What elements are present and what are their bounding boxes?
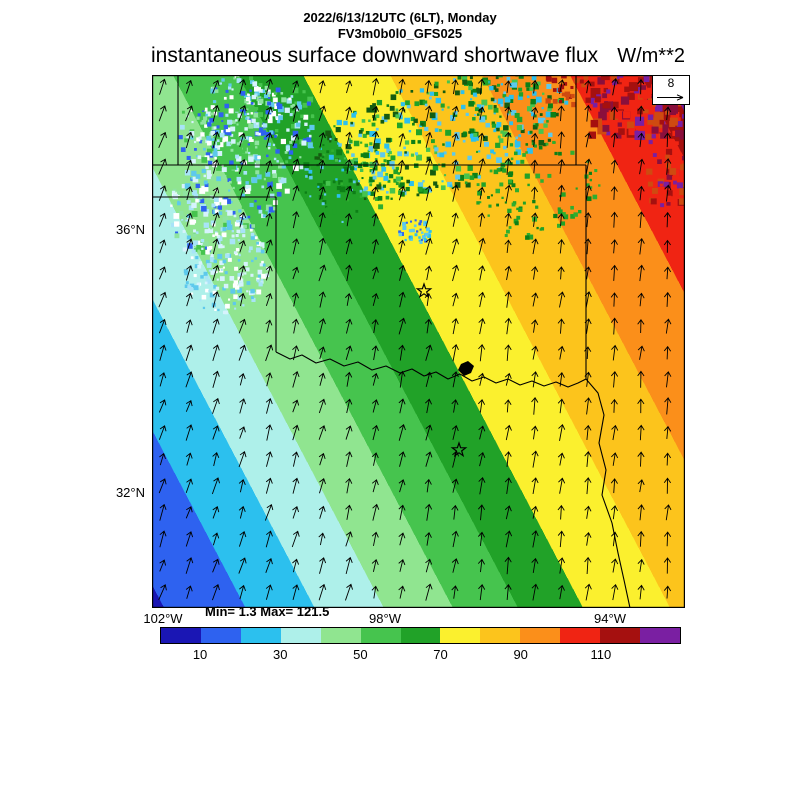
- colorbar-segment: [320, 628, 361, 643]
- model-name: FV3m0b0l0_GFS025: [337, 26, 463, 41]
- colorbar-segment: [520, 628, 561, 643]
- colorbar-tick-label: 10: [192, 647, 208, 662]
- reference-arrow-icon: [657, 94, 684, 101]
- colorbar-tick-label: 50: [353, 647, 368, 662]
- colorbar: [160, 627, 681, 644]
- flux-map: [152, 75, 685, 608]
- colorbar-segment: [480, 628, 521, 643]
- colorbar-segment: [640, 628, 680, 643]
- lat-label-32n: 32°N: [115, 485, 145, 500]
- colorbar-segment: [360, 628, 401, 643]
- colorbar-tick-label: 90: [513, 647, 528, 662]
- colorbar-tick-label: 70: [433, 647, 448, 662]
- units-label: W/m**2: [617, 45, 685, 67]
- colorbar-segment: [161, 628, 201, 643]
- flux-map-canvas: [152, 75, 685, 608]
- colorbar-segment: [600, 628, 641, 643]
- colorbar-segment: [440, 628, 481, 643]
- colorbar-segment: [280, 628, 321, 643]
- lat-label-36n: 36°N: [115, 222, 145, 237]
- colorbar-segment: [400, 628, 441, 643]
- reference-vector-value: 8: [667, 76, 675, 90]
- run-datetime: 2022/6/13/12UTC (6LT), Monday: [303, 10, 497, 25]
- lon-label-94w: 94°W: [594, 611, 626, 626]
- colorbar-segment: [240, 628, 281, 643]
- colorbar-tick-label: 110: [590, 647, 612, 662]
- lon-label-102w: 102°W: [143, 611, 183, 626]
- lon-label-98w: 98°W: [369, 611, 401, 626]
- colorbar-segment: [560, 628, 601, 643]
- plot-title: instantaneous surface downward shortwave…: [151, 44, 599, 67]
- colorbar-tick-labels: 10 30 50 70 90 110: [160, 647, 681, 662]
- reference-vector-box: 8: [652, 75, 690, 105]
- colorbar-segment: [200, 628, 241, 643]
- colorbar-tick-label: 30: [272, 647, 288, 662]
- minmax-label: Min= 1.3 Max= 121.5: [205, 604, 330, 619]
